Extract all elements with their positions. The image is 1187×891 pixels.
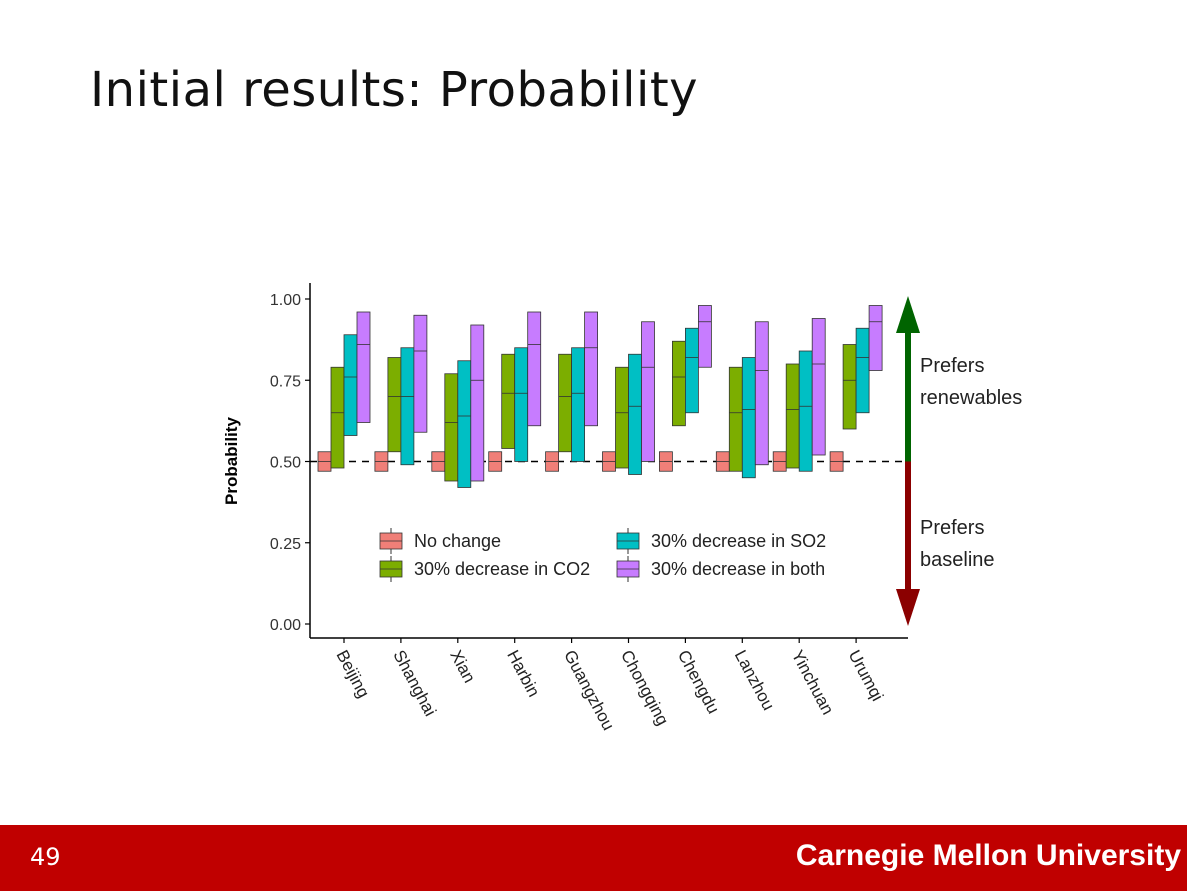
box-both — [811, 318, 826, 456]
box-so2 — [798, 350, 813, 472]
renewables-label-line2: renewables — [920, 387, 1022, 409]
box-both — [584, 311, 598, 427]
box-both — [470, 324, 485, 482]
x-tick-label: Shanghai — [389, 647, 440, 719]
box-co2 — [615, 366, 629, 469]
box-both — [413, 314, 428, 433]
box-co2 — [842, 344, 857, 430]
box-both — [641, 321, 655, 462]
box-co2 — [387, 357, 402, 453]
box-both — [698, 305, 712, 368]
box-both — [868, 305, 883, 371]
box-co2 — [672, 340, 686, 427]
box-co2 — [785, 363, 800, 469]
legend-label: 30% decrease in CO2 — [414, 559, 590, 579]
x-tick-label: Beijing — [332, 647, 373, 701]
box-both — [527, 311, 542, 427]
box-so2 — [457, 360, 472, 488]
x-tick-label: Xian — [446, 647, 479, 686]
university-name: Carnegie Mellon University — [795, 839, 1181, 872]
page-title: Initial results: Probability — [90, 62, 699, 118]
box-co2 — [501, 353, 516, 449]
y-tick-label: 0.25 — [270, 536, 301, 553]
x-tick-label: Lanzhou — [731, 647, 778, 714]
y-tick-label: 1.00 — [270, 292, 301, 309]
box-both — [356, 311, 371, 423]
box-so2 — [628, 353, 642, 475]
box-so2 — [400, 347, 415, 466]
baseline-label-line2: baseline — [920, 549, 995, 571]
y-tick-label: 0.50 — [270, 455, 301, 472]
slide-number: 49 — [30, 843, 61, 871]
x-tick-label: Chongqing — [617, 647, 672, 729]
box-both — [754, 321, 769, 466]
baseline-arrow-head — [896, 589, 920, 626]
x-tick-label: Urumqi — [845, 647, 888, 704]
y-tick-label: 0.75 — [270, 373, 301, 390]
box-co2 — [330, 366, 345, 469]
legend-label: 30% decrease in both — [651, 559, 825, 579]
legend-label: No change — [414, 531, 501, 551]
box-co2 — [444, 373, 459, 482]
y-tick-label: 0.00 — [270, 617, 301, 634]
box-so2 — [685, 327, 699, 414]
box-so2 — [343, 334, 358, 436]
legend-label: 30% decrease in SO2 — [651, 531, 826, 551]
x-tick-label: Harbin — [503, 647, 543, 700]
box-co2 — [558, 353, 572, 453]
box-so2 — [855, 327, 870, 414]
y-axis-title: Probability — [222, 417, 241, 505]
renewables-label-line1: Prefers — [920, 355, 984, 377]
footer-bar: 49 Carnegie Mellon University — [0, 825, 1187, 891]
x-tick-label: Yinchuan — [788, 647, 838, 718]
x-tick-label: Guangzhou — [560, 647, 618, 734]
box-co2 — [728, 366, 743, 472]
renewables-arrow-head — [896, 296, 920, 333]
box-so2 — [514, 347, 529, 462]
x-tick-label: Chengdu — [674, 647, 723, 717]
box-so2 — [741, 357, 756, 479]
box-so2 — [571, 347, 585, 462]
baseline-label-line1: Prefers — [920, 517, 984, 539]
